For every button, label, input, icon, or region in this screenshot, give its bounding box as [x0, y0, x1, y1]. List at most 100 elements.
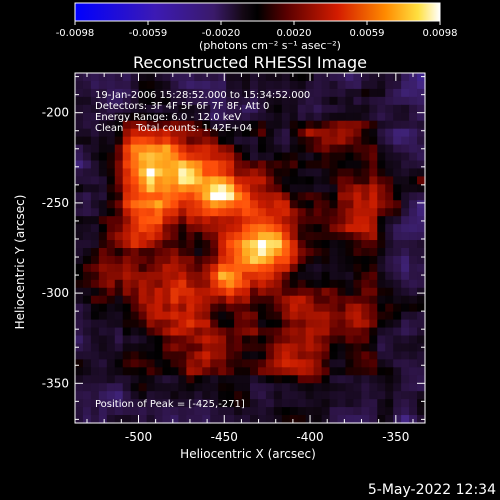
heatmap-cell — [273, 351, 283, 360]
heatmap-cell — [82, 303, 92, 313]
heatmap-cell — [194, 96, 203, 106]
heatmap-cell — [122, 176, 132, 185]
heatmap-cell — [154, 104, 164, 114]
heatmap-cell — [305, 216, 315, 225]
heatmap-cell — [289, 192, 299, 201]
heatmap-cell — [250, 112, 259, 122]
heatmap-cell — [154, 200, 164, 209]
heatmap-cell — [401, 128, 410, 138]
heatmap-cell — [194, 152, 203, 162]
heatmap-cell — [289, 311, 299, 321]
heatmap-cell — [130, 311, 140, 321]
heatmap-cell — [257, 295, 267, 305]
heatmap-cell — [106, 351, 116, 360]
heatmap-cell — [75, 263, 84, 273]
heatmap-cell — [417, 160, 426, 170]
heatmap-cell — [202, 136, 211, 146]
heatmap-cell — [170, 104, 180, 114]
heatmap-cell — [297, 359, 307, 368]
heatmap-cell — [361, 248, 370, 257]
heatmap-cell — [265, 375, 275, 384]
heatmap-cell — [242, 263, 251, 273]
heatmap-cell — [393, 271, 402, 281]
heatmap-cell — [75, 168, 84, 178]
heatmap-cell — [393, 192, 402, 201]
heatmap-cell — [90, 120, 100, 130]
heatmap-cell — [409, 128, 418, 138]
heatmap-cell — [226, 176, 235, 185]
heatmap-cell — [289, 367, 299, 376]
heatmap-cell — [202, 359, 211, 368]
heatmap-cell — [75, 415, 84, 424]
heatmap-cell — [313, 73, 323, 82]
heatmap-cell — [257, 351, 267, 360]
heatmap-cell — [265, 399, 275, 408]
heatmap-cell — [154, 255, 164, 265]
heatmap-cell — [369, 208, 378, 217]
heatmap-cell — [210, 88, 219, 98]
heatmap-cell — [82, 311, 92, 321]
heatmap-cell — [353, 383, 362, 392]
heatmap-cell — [289, 248, 299, 257]
heatmap-cell — [122, 391, 132, 400]
heatmap-cell — [409, 232, 418, 241]
heatmap-cell — [242, 240, 251, 249]
heatmap-cell — [265, 287, 275, 297]
heatmap-cell — [401, 216, 410, 225]
heatmap-cell — [154, 112, 164, 122]
heatmap-cell — [138, 399, 148, 408]
heatmap-cell — [273, 375, 283, 384]
heatmap-cell — [353, 271, 362, 281]
heatmap-cell — [186, 263, 195, 273]
heatmap-cell — [401, 248, 410, 257]
heatmap-cell — [170, 375, 180, 384]
heatmap-cell — [194, 343, 203, 353]
heatmap-cell — [122, 335, 132, 345]
heatmap-cell — [114, 184, 124, 193]
heatmap-cell — [417, 232, 426, 241]
heatmap-cell — [250, 383, 259, 392]
heatmap-cell — [353, 367, 362, 376]
heatmap-cell — [393, 335, 402, 345]
heatmap-cell — [305, 407, 315, 416]
heatmap-cell — [106, 375, 116, 384]
heatmap-cell — [202, 176, 211, 185]
heatmap-cell — [337, 399, 347, 408]
heatmap-cell — [393, 303, 402, 313]
heatmap-cell — [417, 383, 426, 392]
heatmap-cell — [313, 303, 323, 313]
heatmap-cell — [321, 96, 331, 106]
heatmap-cell — [90, 255, 100, 265]
heatmap-cell — [178, 248, 187, 257]
heatmap-cell — [82, 192, 92, 201]
heatmap-cell — [114, 383, 124, 392]
heatmap-cell — [82, 319, 92, 329]
heatmap-cell — [257, 200, 267, 209]
heatmap-cell — [75, 271, 84, 281]
heatmap-cell — [393, 80, 402, 90]
heatmap-cell — [250, 168, 259, 178]
heatmap-cell — [289, 351, 299, 360]
heatmap-cell — [345, 295, 355, 305]
heatmap-cell — [265, 73, 275, 82]
heatmap-cell — [369, 73, 378, 82]
heatmap-cell — [138, 112, 148, 122]
heatmap-cell — [345, 176, 355, 185]
heatmap-cell — [337, 367, 347, 376]
heatmap-cell — [90, 144, 100, 154]
heatmap-cell — [401, 184, 410, 193]
heatmap-cell — [265, 327, 275, 337]
heatmap-cell — [361, 192, 370, 201]
heatmap-cell — [409, 287, 418, 297]
heatmap-cell — [417, 128, 426, 138]
heatmap-cell — [162, 255, 172, 265]
heatmap-cell — [178, 359, 187, 368]
heatmap-cell — [138, 73, 148, 82]
heatmap-cell — [273, 112, 283, 122]
heatmap-cell — [377, 319, 386, 329]
heatmap-cell — [242, 224, 251, 233]
heatmap-cell — [194, 104, 203, 114]
heatmap-cell — [321, 200, 331, 209]
heatmap-cell — [353, 319, 362, 329]
heatmap-cell — [170, 383, 180, 392]
